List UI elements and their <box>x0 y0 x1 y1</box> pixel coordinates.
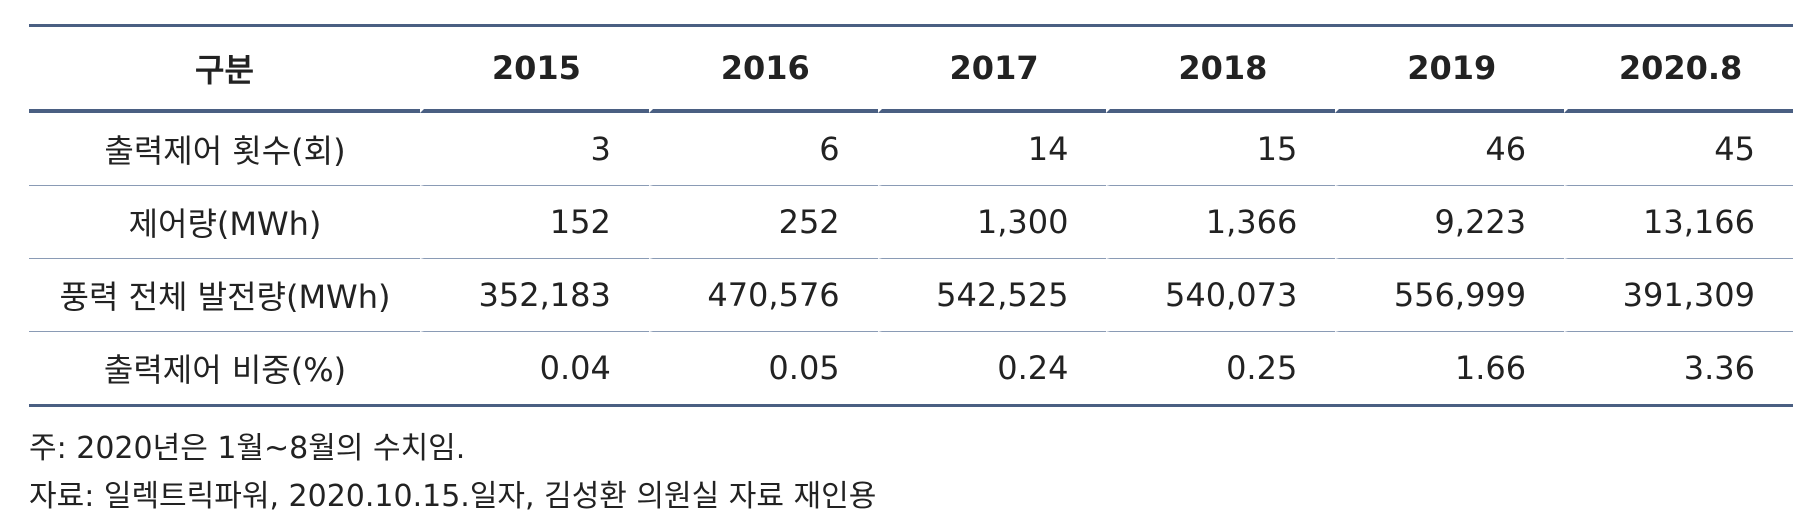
data-cell: 352,183 <box>420 259 649 332</box>
data-cell: 0.05 <box>648 332 878 404</box>
row-label: 출력제어 횟수(회) <box>29 113 420 186</box>
header-cell: 구분 <box>29 27 420 113</box>
data-cell: 1,300 <box>877 186 1107 259</box>
notes: 주: 2020년은 1월~8월의 수치임. 자료: 일렉트릭파워, 2020.10… <box>29 425 876 521</box>
header-cell: 2015 <box>420 27 649 113</box>
data-cell: 45 <box>1564 113 1793 186</box>
row-label: 풍력 전체 발전량(MWh) <box>29 259 420 332</box>
data-table: 구분 2015 2016 2017 2018 2019 2020.8 출력제어 횟수(회) 3… <box>29 24 1793 407</box>
header-cell: 2020.8 <box>1564 27 1793 113</box>
data-cell: 46 <box>1335 113 1565 186</box>
data-cell: 556,999 <box>1335 259 1565 332</box>
note: 자료: 일렉트릭파워, 2020.10.15.일자, 김성환 의원실 자료 재인… <box>29 479 877 514</box>
note: 주: 2020년은 1월~8월의 수치임. <box>29 431 466 466</box>
data-cell: 6 <box>648 113 878 186</box>
data-cell: 3 <box>420 113 649 186</box>
header-cell: 2017 <box>877 27 1107 113</box>
data-cell: 391,309 <box>1564 259 1793 332</box>
header-row: 구분 2015 2016 2017 2018 2019 2020.8 <box>29 27 1793 113</box>
table-row: 풍력 전체 발전량(MWh) 352,183 470,576 542,525 540,0… <box>29 259 1793 332</box>
table-body: 출력제어 횟수(회) 3 6 14 15 46 45 제어량(MWh) 152 252 1,300 1… <box>29 113 1793 404</box>
data-cell: 252 <box>648 186 878 259</box>
data-cell: 0.25 <box>1106 332 1335 404</box>
table-row: 출력제어 비중(%) 0.04 0.05 0.24 0.25 1.66 3.36 <box>29 332 1793 404</box>
data-cell: 540,073 <box>1106 259 1336 332</box>
data-cell: 1.66 <box>1335 332 1564 404</box>
header-cell: 2018 <box>1106 27 1336 113</box>
data-cell: 0.24 <box>877 332 1107 404</box>
data-cell: 3.36 <box>1564 332 1793 404</box>
data-cell: 14 <box>877 113 1107 186</box>
data-cell: 0.04 <box>420 332 649 404</box>
data-cell: 13,166 <box>1564 186 1793 259</box>
table-row: 제어량(MWh) 152 252 1,300 1,366 9,223 13,166 <box>29 186 1793 259</box>
data-cell: 152 <box>420 186 649 259</box>
data-cell: 9,223 <box>1335 186 1565 259</box>
table-row: 출력제어 횟수(회) 3 6 14 15 46 45 <box>29 113 1793 186</box>
data-cell: 542,525 <box>877 259 1107 332</box>
data-cell: 470,576 <box>648 259 878 332</box>
data-cell: 15 <box>1106 113 1336 186</box>
data-cell: 1,366 <box>1106 186 1336 259</box>
header-cell: 2019 <box>1335 27 1565 113</box>
header-cell: 2016 <box>648 27 878 113</box>
row-label: 출력제어 비중(%) <box>103 351 347 389</box>
row-label: 제어량(MWh) <box>29 186 420 259</box>
